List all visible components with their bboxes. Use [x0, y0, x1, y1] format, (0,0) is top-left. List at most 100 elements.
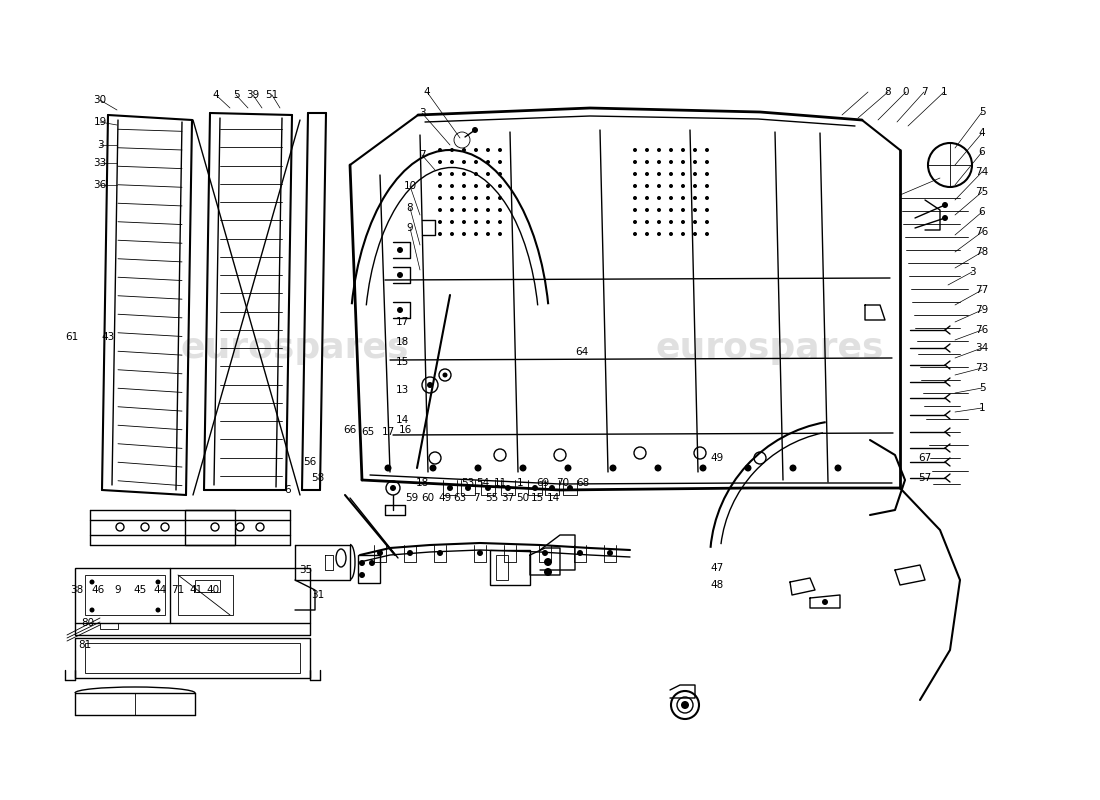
Circle shape [632, 148, 637, 152]
Circle shape [645, 208, 649, 212]
Circle shape [438, 196, 442, 200]
Circle shape [447, 485, 453, 491]
Text: 57: 57 [918, 473, 932, 483]
Text: 1: 1 [979, 403, 986, 413]
Circle shape [256, 523, 264, 531]
Circle shape [462, 232, 466, 236]
Text: 75: 75 [976, 187, 989, 197]
Circle shape [474, 160, 478, 164]
Text: 46: 46 [91, 585, 104, 595]
Circle shape [407, 550, 412, 556]
Text: 17: 17 [395, 317, 408, 327]
Circle shape [705, 196, 710, 200]
Text: 31: 31 [311, 590, 324, 600]
Text: 4: 4 [424, 87, 430, 97]
Circle shape [693, 196, 697, 200]
Text: 58: 58 [311, 473, 324, 483]
Circle shape [790, 465, 796, 471]
Text: 6: 6 [979, 207, 986, 217]
Text: 68: 68 [576, 478, 590, 488]
Text: 7: 7 [419, 150, 426, 160]
Text: 34: 34 [976, 343, 989, 353]
Circle shape [438, 184, 442, 188]
Circle shape [942, 202, 948, 208]
Text: 76: 76 [976, 227, 989, 237]
Circle shape [486, 220, 490, 224]
Circle shape [89, 579, 95, 585]
Circle shape [474, 172, 478, 176]
Circle shape [450, 160, 454, 164]
Circle shape [705, 172, 710, 176]
Text: 8: 8 [407, 203, 414, 213]
Circle shape [693, 160, 697, 164]
Circle shape [429, 465, 437, 471]
Circle shape [450, 232, 454, 236]
Circle shape [450, 184, 454, 188]
Circle shape [359, 572, 365, 578]
Circle shape [822, 599, 828, 605]
Bar [178, 575, 233, 615]
Circle shape [454, 132, 470, 148]
Circle shape [669, 172, 673, 176]
Text: 7: 7 [473, 493, 480, 503]
Circle shape [657, 220, 661, 224]
Circle shape [498, 232, 502, 236]
Circle shape [507, 550, 513, 556]
Circle shape [657, 160, 661, 164]
Circle shape [474, 465, 482, 471]
Text: 19: 19 [94, 117, 107, 127]
Circle shape [681, 148, 685, 152]
Circle shape [554, 449, 566, 461]
Circle shape [505, 485, 512, 491]
Circle shape [705, 160, 710, 164]
Text: 56: 56 [304, 457, 317, 467]
Circle shape [657, 148, 661, 152]
Text: 43: 43 [101, 332, 114, 342]
Text: 9: 9 [407, 223, 414, 233]
Circle shape [462, 184, 466, 188]
Circle shape [462, 148, 466, 152]
Circle shape [397, 272, 403, 278]
Text: 79: 79 [976, 305, 989, 315]
Circle shape [498, 160, 502, 164]
Circle shape [632, 172, 637, 176]
Circle shape [632, 220, 637, 224]
Circle shape [645, 172, 649, 176]
Text: 38: 38 [70, 585, 84, 595]
Circle shape [486, 196, 490, 200]
Circle shape [566, 485, 573, 491]
Circle shape [532, 485, 538, 491]
Circle shape [438, 232, 442, 236]
Circle shape [474, 148, 478, 152]
Text: 15: 15 [395, 357, 408, 367]
Circle shape [669, 196, 673, 200]
Circle shape [161, 523, 169, 531]
Text: 0: 0 [903, 87, 910, 97]
Text: 74: 74 [976, 167, 989, 177]
Circle shape [754, 452, 766, 464]
Circle shape [634, 447, 646, 459]
Text: 55: 55 [485, 493, 498, 503]
Circle shape [450, 172, 454, 176]
Text: 54: 54 [476, 478, 490, 488]
Circle shape [429, 452, 441, 464]
Circle shape [632, 232, 637, 236]
Circle shape [681, 160, 685, 164]
Circle shape [422, 377, 438, 393]
Circle shape [89, 607, 95, 613]
Text: 69: 69 [537, 478, 550, 488]
Circle shape [450, 148, 454, 152]
Text: 18: 18 [416, 478, 429, 488]
Text: 1: 1 [940, 87, 947, 97]
Bar [185, 510, 235, 545]
Text: 70: 70 [557, 478, 570, 488]
Circle shape [928, 143, 972, 187]
Circle shape [474, 196, 478, 200]
Circle shape [474, 184, 478, 188]
Circle shape [645, 232, 649, 236]
Circle shape [693, 208, 697, 212]
Circle shape [632, 160, 637, 164]
Circle shape [669, 220, 673, 224]
Circle shape [498, 220, 502, 224]
Circle shape [681, 196, 685, 200]
